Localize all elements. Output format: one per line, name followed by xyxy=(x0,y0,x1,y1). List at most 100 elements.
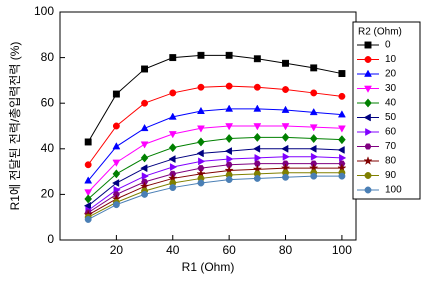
marker xyxy=(112,90,120,98)
marker xyxy=(83,201,92,210)
marker xyxy=(338,70,346,78)
series-line xyxy=(87,167,342,216)
marker xyxy=(225,176,233,184)
marker xyxy=(281,144,289,153)
marker xyxy=(84,189,93,197)
legend-label: 40 xyxy=(385,98,397,109)
marker xyxy=(197,137,205,147)
marker xyxy=(169,89,177,97)
marker xyxy=(225,51,233,59)
legend-label: 20 xyxy=(385,69,397,80)
marker xyxy=(253,160,261,167)
marker xyxy=(225,82,233,90)
marker xyxy=(225,123,234,131)
marker xyxy=(169,184,177,192)
marker xyxy=(281,132,290,142)
y-tick-label: 0 xyxy=(47,232,54,246)
marker xyxy=(254,153,262,162)
marker xyxy=(310,89,318,97)
series-line xyxy=(87,85,342,166)
marker xyxy=(363,156,373,166)
y-tick-label: 100 xyxy=(34,4,54,18)
marker xyxy=(84,194,93,204)
marker xyxy=(168,112,177,120)
marker xyxy=(281,105,290,113)
y-axis-label: R1에 전달된 전력/총입력전력 (%) xyxy=(8,42,22,211)
marker xyxy=(338,172,346,180)
marker xyxy=(225,133,233,144)
marker xyxy=(282,173,289,181)
marker xyxy=(196,149,204,158)
marker xyxy=(339,153,347,162)
legend-label: 90 xyxy=(385,170,397,181)
marker xyxy=(84,216,92,223)
legend-label: 60 xyxy=(385,127,397,138)
series-line xyxy=(87,125,342,193)
marker xyxy=(197,165,205,172)
marker xyxy=(309,124,318,132)
marker xyxy=(252,144,261,153)
marker xyxy=(226,155,234,164)
x-tick-label: 40 xyxy=(166,243,180,257)
x-axis-label: R1 (Ohm) xyxy=(182,260,235,274)
y-tick-label: 60 xyxy=(41,95,55,109)
marker xyxy=(84,161,92,169)
marker xyxy=(169,163,178,171)
marker xyxy=(169,54,177,62)
marker xyxy=(84,176,93,184)
marker xyxy=(338,135,346,145)
legend-label: 0 xyxy=(385,40,391,51)
series-line xyxy=(87,175,342,220)
marker xyxy=(197,106,205,114)
series-line xyxy=(87,108,342,182)
series-line xyxy=(87,156,342,211)
marker xyxy=(168,131,177,139)
marker xyxy=(363,113,371,122)
marker xyxy=(168,155,176,164)
x-tick-label: 80 xyxy=(279,243,293,257)
marker xyxy=(198,157,206,166)
marker xyxy=(197,125,205,133)
marker xyxy=(337,110,346,118)
series-line xyxy=(87,163,342,214)
legend-label: 70 xyxy=(385,141,397,152)
series-line xyxy=(87,148,342,207)
marker xyxy=(253,123,262,131)
marker xyxy=(141,99,149,107)
marker xyxy=(310,64,318,72)
series-line xyxy=(87,54,343,143)
marker xyxy=(364,143,372,150)
marker xyxy=(282,59,289,67)
marker xyxy=(112,201,120,209)
marker xyxy=(140,141,149,149)
legend-title: R2 (Ohm) xyxy=(358,27,402,38)
marker xyxy=(282,152,290,161)
marker xyxy=(225,161,233,168)
legend-label: 100 xyxy=(385,185,402,196)
legend-label: 80 xyxy=(385,156,397,167)
marker xyxy=(364,186,372,194)
marker xyxy=(168,143,177,153)
legend-box xyxy=(352,21,421,200)
marker xyxy=(253,132,262,142)
legend-label: 50 xyxy=(385,112,397,123)
marker xyxy=(281,123,290,131)
marker xyxy=(309,107,318,116)
marker xyxy=(141,65,149,73)
marker xyxy=(140,153,149,163)
x-tick-label: 60 xyxy=(222,243,236,257)
y-tick-label: 80 xyxy=(41,50,55,64)
marker xyxy=(309,144,317,153)
marker xyxy=(337,145,345,154)
marker xyxy=(253,83,261,91)
marker xyxy=(309,133,318,144)
marker xyxy=(112,122,120,130)
marker xyxy=(364,98,372,108)
legend-label: 10 xyxy=(385,54,397,65)
marker xyxy=(310,152,319,161)
marker xyxy=(197,51,205,59)
marker xyxy=(364,85,372,93)
marker xyxy=(141,190,149,198)
marker xyxy=(364,56,372,63)
